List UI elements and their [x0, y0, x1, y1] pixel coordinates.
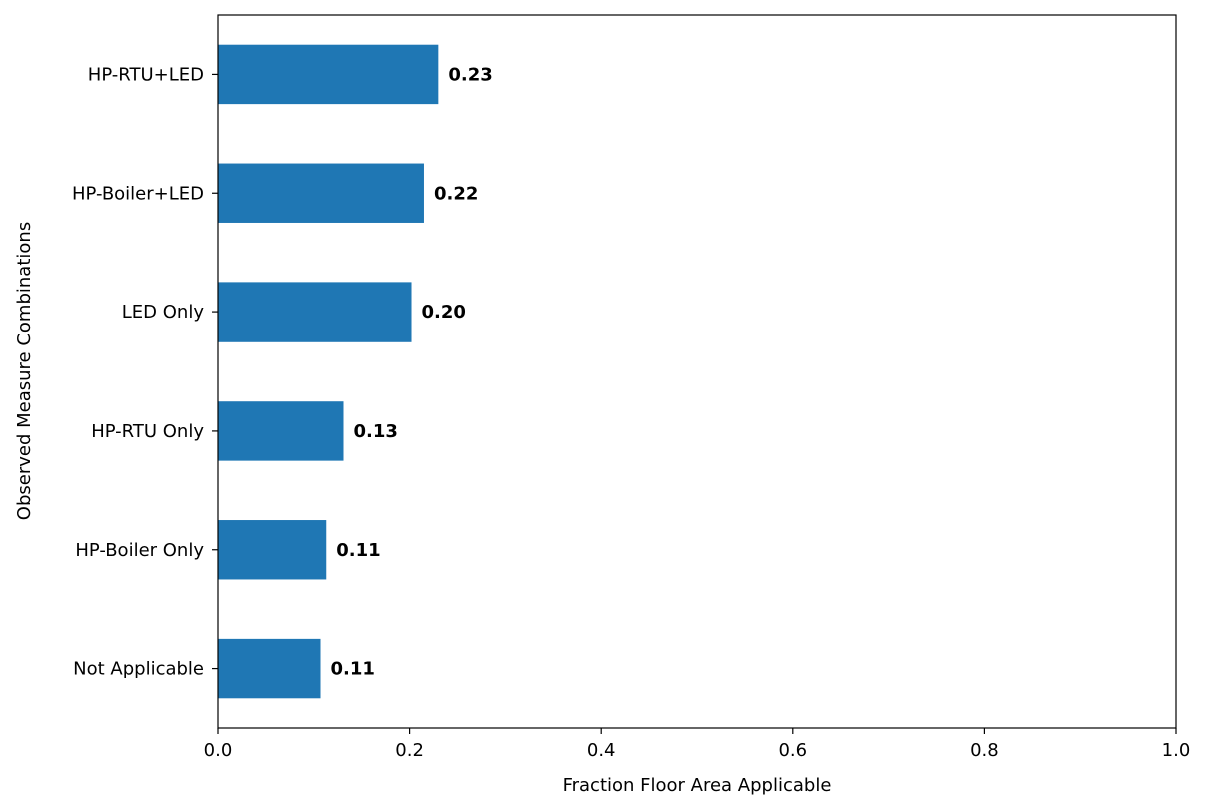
bar-value-label: 0.22: [434, 183, 478, 204]
bar: [218, 638, 321, 699]
bar-value-label: 0.20: [422, 302, 466, 323]
bar-value-label: 0.23: [448, 64, 492, 85]
bar: [218, 520, 327, 580]
y-tick-label: HP-Boiler+LED: [72, 183, 204, 204]
x-tick-label: 0.4: [587, 740, 616, 761]
x-axis-ticks: 0.0 0.2 0.4 0.6 0.8 1.0: [204, 728, 1191, 761]
x-tick-label: 0.6: [778, 740, 807, 761]
y-tick-label: LED Only: [122, 302, 205, 323]
bar-value-label: 0.13: [353, 421, 397, 442]
x-tick-label: 1.0: [1162, 740, 1191, 761]
y-tick-label: Not Applicable: [73, 659, 204, 680]
bar: [218, 282, 412, 342]
value-labels-group: 0.23 0.22 0.20 0.13 0.11 0.11: [331, 64, 493, 679]
bar-value-label: 0.11: [331, 659, 375, 680]
bar: [218, 163, 424, 223]
y-tick-label: HP-Boiler Only: [75, 540, 204, 561]
bar-value-label: 0.11: [336, 540, 380, 561]
bar: [218, 401, 344, 461]
bars-group: [218, 44, 439, 699]
y-tick-label: HP-RTU+LED: [88, 64, 204, 85]
x-tick-label: 0.2: [395, 740, 424, 761]
y-axis-ticks: HP-RTU+LED HP-Boiler+LED LED Only HP-RTU On…: [72, 64, 218, 680]
x-axis-label: Fraction Floor Area Applicable: [563, 775, 832, 796]
x-tick-label: 0.8: [970, 740, 999, 761]
plot-frame: [217, 14, 1177, 729]
y-tick-label: HP-RTU Only: [91, 421, 204, 442]
bar: [218, 44, 439, 105]
x-tick-label: 0.0: [204, 740, 233, 761]
y-axis-label: Observed Measure Combinations: [14, 222, 35, 520]
